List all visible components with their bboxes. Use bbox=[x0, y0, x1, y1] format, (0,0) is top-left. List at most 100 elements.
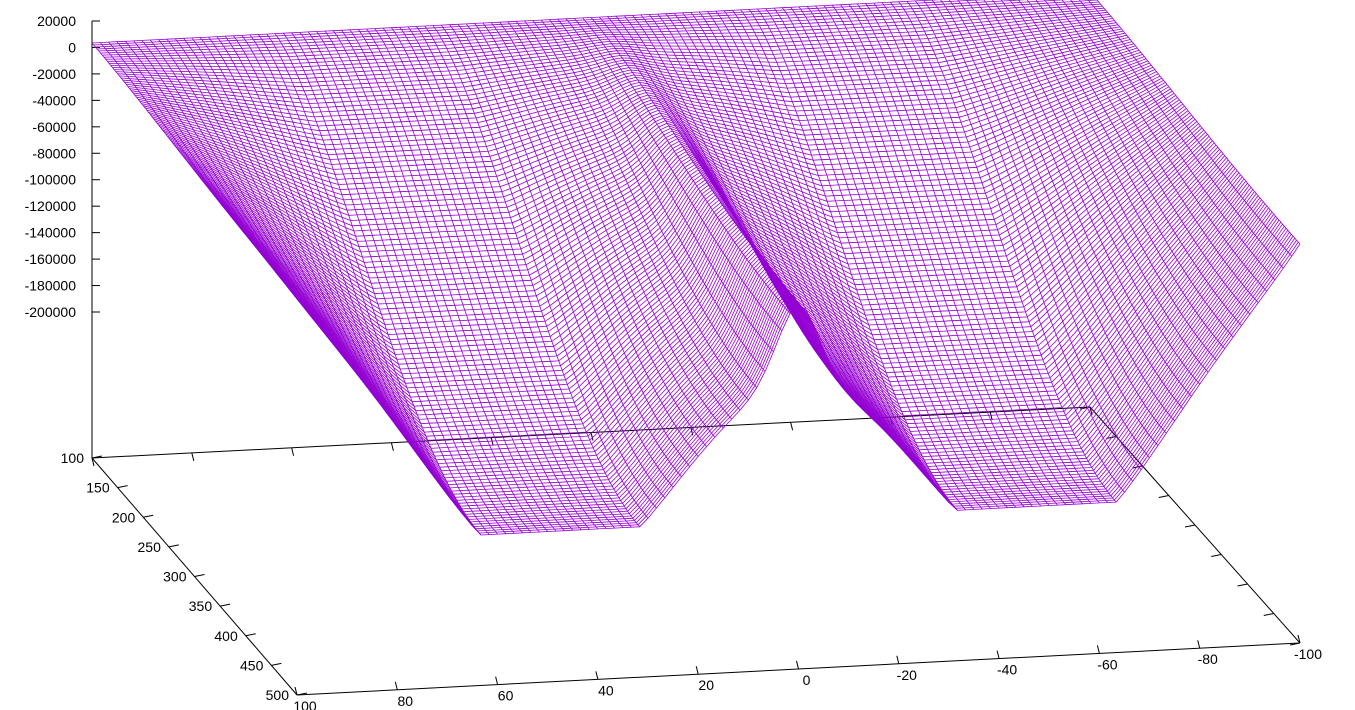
mesh-line-v bbox=[143, 54, 1143, 151]
mesh-line-v bbox=[201, 127, 1203, 325]
mesh-line-v bbox=[180, 101, 1182, 263]
mesh-line-v bbox=[172, 90, 1173, 237]
mesh-line-v bbox=[184, 105, 1185, 274]
mesh-line-u bbox=[881, 2, 1092, 504]
horizontal-tick-label: 40 bbox=[598, 682, 614, 698]
horizontal-tick-label: 80 bbox=[398, 693, 414, 709]
mesh-line-v bbox=[214, 144, 1217, 365]
mesh-line-v bbox=[126, 32, 1126, 104]
depth-tick-mark-right bbox=[1289, 642, 1301, 646]
mesh-line-v bbox=[131, 39, 1131, 118]
mesh-line-v bbox=[95, 0, 1028, 48]
mesh-line-v bbox=[112, 16, 1112, 72]
depth-tick-mark-right bbox=[1158, 495, 1169, 498]
mesh-line-v bbox=[274, 217, 1278, 504]
mesh-line-u bbox=[906, 1, 1117, 503]
horizontal-tick-mark-back bbox=[790, 422, 794, 431]
mesh-line-v bbox=[192, 116, 1194, 300]
horizontal-tick-mark bbox=[1297, 634, 1301, 644]
mesh-line-v bbox=[259, 199, 1262, 475]
depth-tick-mark bbox=[296, 692, 308, 696]
mesh-line-v bbox=[253, 193, 1257, 465]
horizontal-tick-label: -100 bbox=[1294, 646, 1322, 662]
mesh-line-v bbox=[250, 189, 1254, 457]
mesh-line-v bbox=[248, 187, 1252, 453]
mesh-line-u bbox=[382, 27, 590, 530]
depth-tick-label: 350 bbox=[189, 598, 213, 614]
z-tick-label: -200000 bbox=[25, 304, 77, 320]
mesh-line-v bbox=[199, 125, 1201, 320]
horizontal-tick-mark bbox=[495, 676, 499, 685]
mesh-line-v bbox=[255, 195, 1259, 468]
horizontal-tick-mark-back bbox=[590, 432, 594, 441]
mesh-line-v bbox=[240, 176, 1243, 433]
mesh-line-v bbox=[185, 108, 1187, 279]
mesh-line-v bbox=[221, 153, 1224, 384]
mesh-line-v bbox=[271, 213, 1275, 498]
mesh-line-v bbox=[204, 131, 1206, 336]
mesh-line-v bbox=[267, 209, 1271, 492]
mesh-line-v bbox=[136, 45, 1136, 132]
mesh-line-v bbox=[296, 243, 1301, 536]
z-tick-label: -80000 bbox=[32, 145, 76, 161]
mesh-line-v bbox=[218, 149, 1220, 375]
mesh-line-v bbox=[167, 84, 1168, 221]
mesh-line-v bbox=[149, 62, 1150, 170]
depth-tick-mark-right bbox=[1184, 524, 1196, 528]
depth-tick-mark bbox=[143, 514, 154, 518]
mesh-line-v bbox=[241, 178, 1245, 437]
mesh-line-v bbox=[187, 110, 1189, 284]
mesh-line-v bbox=[177, 97, 1178, 253]
mesh-line-v bbox=[127, 34, 1127, 109]
mesh-line-v bbox=[151, 64, 1152, 175]
horizontal-tick-mark-back bbox=[191, 452, 195, 462]
mesh-line-v bbox=[168, 86, 1170, 227]
mesh-line-v bbox=[163, 79, 1164, 211]
horizontal-tick-label: -80 bbox=[1198, 651, 1218, 667]
mesh-line-v bbox=[93, 0, 986, 46]
mesh-line-u bbox=[931, 0, 1142, 470]
mesh-line-v bbox=[109, 11, 1108, 64]
mesh-line-v bbox=[257, 197, 1261, 472]
horizontal-tick-mark bbox=[595, 671, 599, 680]
horizontal-tick-label: -60 bbox=[1097, 656, 1117, 672]
mesh-line-v bbox=[107, 9, 1106, 62]
surface-mesh bbox=[91, 0, 1301, 536]
mesh-line-v bbox=[276, 219, 1280, 507]
mesh-line-v bbox=[91, 0, 941, 44]
mesh-line-u bbox=[416, 26, 624, 528]
mesh-line-u bbox=[873, 2, 1083, 505]
depth-tick-mark-right bbox=[1237, 583, 1248, 587]
mesh-line-v bbox=[100, 1, 1099, 54]
depth-tick-mark-right bbox=[1132, 465, 1143, 469]
mesh-line-v bbox=[230, 163, 1233, 407]
depth-tick-label: 300 bbox=[163, 569, 187, 585]
mesh-line-v bbox=[110, 14, 1110, 68]
mesh-line-v bbox=[103, 5, 1103, 58]
depth-tick-mark bbox=[168, 544, 179, 548]
mesh-line-v bbox=[238, 174, 1241, 429]
mesh-line-v bbox=[190, 114, 1192, 295]
mesh-line-v bbox=[245, 182, 1248, 445]
horizontal-tick-label: -20 bbox=[897, 667, 917, 683]
mesh-line-v bbox=[165, 82, 1166, 216]
mesh-line-v bbox=[124, 30, 1124, 100]
mesh-line-v bbox=[115, 20, 1115, 80]
depth-tick-mark bbox=[117, 485, 128, 489]
depth-tick-mark bbox=[194, 574, 205, 577]
z-tick-label: -180000 bbox=[25, 278, 77, 294]
mesh-line-v bbox=[173, 92, 1175, 242]
horizontal-tick-mark bbox=[1197, 640, 1201, 649]
mesh-line-v bbox=[194, 118, 1196, 305]
z-tick-label: 20000 bbox=[37, 13, 76, 29]
horizontal-tick-mark-back bbox=[390, 442, 394, 451]
z-tick-label: -20000 bbox=[32, 66, 76, 82]
mesh-line-v bbox=[231, 166, 1234, 412]
mesh-line-v bbox=[160, 75, 1161, 201]
mesh-line-v bbox=[235, 170, 1238, 420]
mesh-line-v bbox=[206, 134, 1208, 341]
mesh-line-v bbox=[211, 140, 1213, 355]
depth-tick-mark bbox=[91, 455, 103, 459]
mesh-line-v bbox=[262, 203, 1266, 482]
